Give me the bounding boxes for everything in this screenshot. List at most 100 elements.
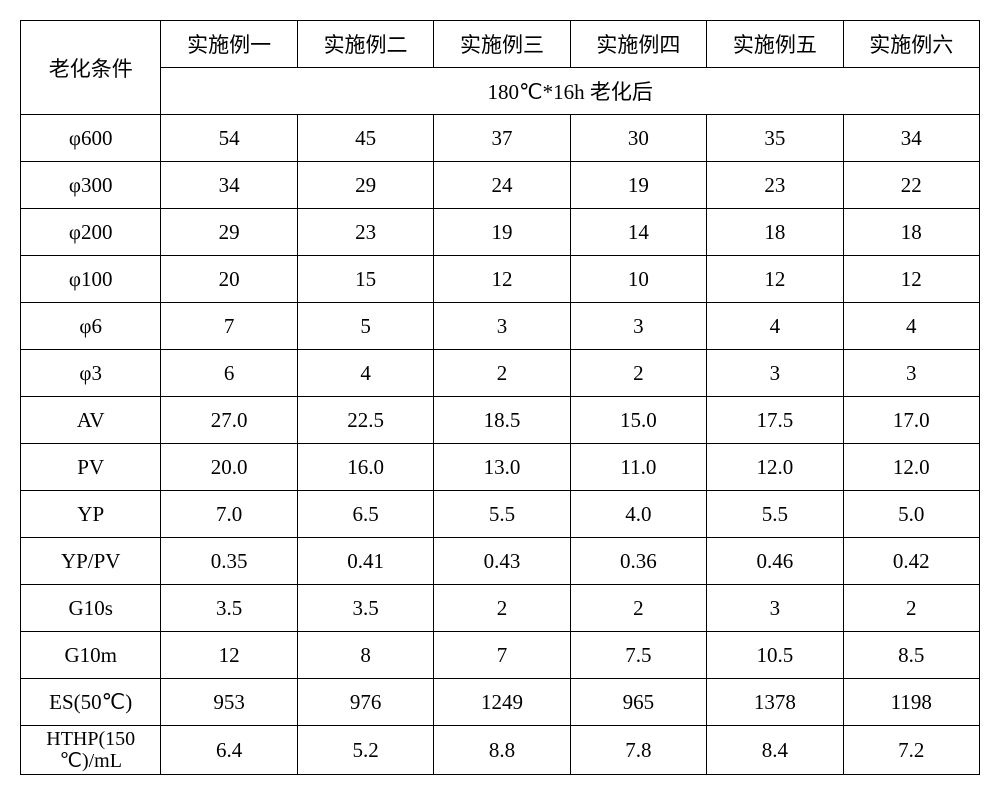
row-label: HTHP(150℃)/mL <box>21 726 161 775</box>
row-label: PV <box>21 444 161 491</box>
cell: 2 <box>570 585 706 632</box>
table-row: AV27.022.518.515.017.517.0 <box>21 397 980 444</box>
cell: 23 <box>707 162 843 209</box>
table-row: φ6753344 <box>21 303 980 350</box>
cell: 8 <box>297 632 433 679</box>
table-row: PV20.016.013.011.012.012.0 <box>21 444 980 491</box>
cell: 0.35 <box>161 538 297 585</box>
cell: 7 <box>161 303 297 350</box>
col-header-3: 实施例四 <box>570 21 706 68</box>
cell: 0.36 <box>570 538 706 585</box>
col-header-2: 实施例三 <box>434 21 570 68</box>
cell: 12 <box>434 256 570 303</box>
cell: 7 <box>434 632 570 679</box>
cell: 4 <box>707 303 843 350</box>
cell: 20.0 <box>161 444 297 491</box>
row-label: φ600 <box>21 115 161 162</box>
condition-cell: 180℃*16h 老化后 <box>161 68 980 115</box>
row-label: φ6 <box>21 303 161 350</box>
cell: 2 <box>843 585 979 632</box>
cell: 5.0 <box>843 491 979 538</box>
cell: 10.5 <box>707 632 843 679</box>
table-row: φ200292319141818 <box>21 209 980 256</box>
cell: 3 <box>434 303 570 350</box>
cell: 8.5 <box>843 632 979 679</box>
cell: 27.0 <box>161 397 297 444</box>
data-table: 老化条件 实施例一 实施例二 实施例三 实施例四 实施例五 实施例六 180℃*… <box>20 20 980 775</box>
cell: 22 <box>843 162 979 209</box>
cell: 7.2 <box>843 726 979 775</box>
cell: 2 <box>434 350 570 397</box>
cell: 20 <box>161 256 297 303</box>
cell: 3 <box>707 350 843 397</box>
cell: 30 <box>570 115 706 162</box>
table-row: φ600544537303534 <box>21 115 980 162</box>
cell: 12 <box>161 632 297 679</box>
cell: 17.0 <box>843 397 979 444</box>
cell: 1198 <box>843 679 979 726</box>
cell: 1378 <box>707 679 843 726</box>
cell: 12.0 <box>707 444 843 491</box>
cell: 23 <box>297 209 433 256</box>
cell: 2 <box>434 585 570 632</box>
row-label: AV <box>21 397 161 444</box>
cell: 18 <box>707 209 843 256</box>
row-label: G10s <box>21 585 161 632</box>
row-label: G10m <box>21 632 161 679</box>
cell: 4.0 <box>570 491 706 538</box>
cell: 7.5 <box>570 632 706 679</box>
cell: 976 <box>297 679 433 726</box>
cell: 17.5 <box>707 397 843 444</box>
col-header-0: 实施例一 <box>161 21 297 68</box>
cell: 6.4 <box>161 726 297 775</box>
cell: 7.0 <box>161 491 297 538</box>
cell: 0.43 <box>434 538 570 585</box>
col-header-5: 实施例六 <box>843 21 979 68</box>
cell: 15 <box>297 256 433 303</box>
cell: 29 <box>161 209 297 256</box>
cell: 3.5 <box>297 585 433 632</box>
cell: 11.0 <box>570 444 706 491</box>
cell: 22.5 <box>297 397 433 444</box>
row-label: φ200 <box>21 209 161 256</box>
cell: 0.42 <box>843 538 979 585</box>
header-row-1: 老化条件 实施例一 实施例二 实施例三 实施例四 实施例五 实施例六 <box>21 21 980 68</box>
cell: 7.8 <box>570 726 706 775</box>
cell: 18.5 <box>434 397 570 444</box>
header-row-2: 180℃*16h 老化后 <box>21 68 980 115</box>
row-label: φ100 <box>21 256 161 303</box>
table-row: ES(50℃)953976124996513781198 <box>21 679 980 726</box>
cell: 19 <box>434 209 570 256</box>
cell: 18 <box>843 209 979 256</box>
cell: 4 <box>843 303 979 350</box>
cell: 6 <box>161 350 297 397</box>
cell: 3 <box>570 303 706 350</box>
cell: 19 <box>570 162 706 209</box>
row-label: ES(50℃) <box>21 679 161 726</box>
cell: 953 <box>161 679 297 726</box>
table-row: YP/PV0.350.410.430.360.460.42 <box>21 538 980 585</box>
cell: 3 <box>843 350 979 397</box>
table-row: φ100201512101212 <box>21 256 980 303</box>
table-row: φ3642233 <box>21 350 980 397</box>
cell: 12 <box>843 256 979 303</box>
cell: 14 <box>570 209 706 256</box>
table-row: G10s3.53.52232 <box>21 585 980 632</box>
cell: 5.5 <box>707 491 843 538</box>
row-label: YP/PV <box>21 538 161 585</box>
cell: 29 <box>297 162 433 209</box>
table-body: 老化条件 实施例一 实施例二 实施例三 实施例四 实施例五 实施例六 180℃*… <box>21 21 980 775</box>
table-row: φ300342924192322 <box>21 162 980 209</box>
cell: 54 <box>161 115 297 162</box>
cell: 34 <box>161 162 297 209</box>
row-label: φ3 <box>21 350 161 397</box>
cell: 965 <box>570 679 706 726</box>
cell: 0.41 <box>297 538 433 585</box>
cell: 35 <box>707 115 843 162</box>
cell: 5 <box>297 303 433 350</box>
col-header-1: 实施例二 <box>297 21 433 68</box>
cell: 15.0 <box>570 397 706 444</box>
table-row: G10m12877.510.58.5 <box>21 632 980 679</box>
cell: 2 <box>570 350 706 397</box>
cell: 3 <box>707 585 843 632</box>
